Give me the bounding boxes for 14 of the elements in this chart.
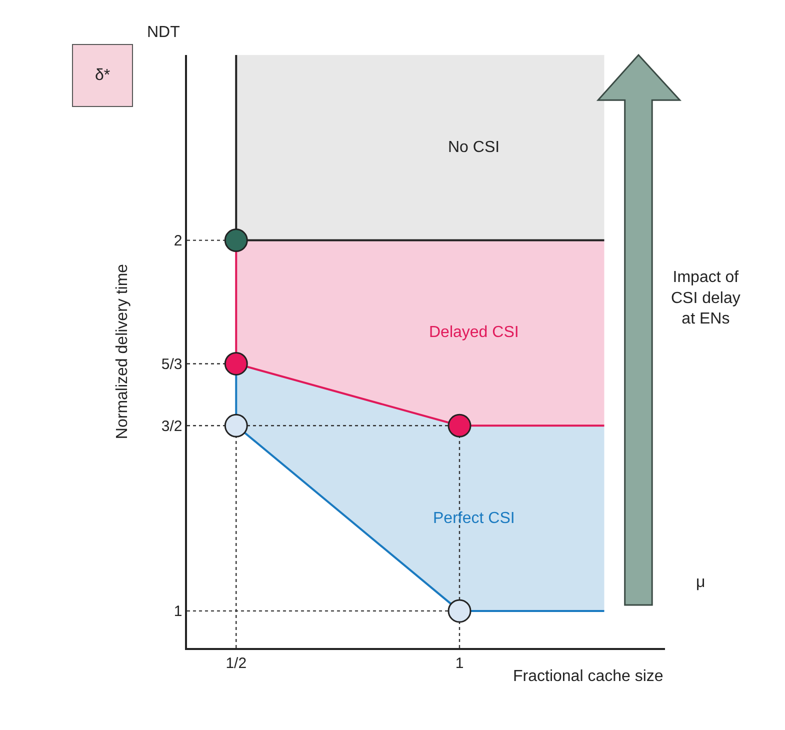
y-tick-label: 1 — [174, 603, 182, 620]
y-tick-label: 2 — [174, 232, 182, 250]
text: δ* — [95, 67, 110, 84]
y-tick-label: 3/2 — [161, 418, 182, 435]
x-axis-title: Fractional cache size — [513, 668, 664, 685]
text: No CSI — [448, 139, 500, 156]
text: Impact of CSI delay at ENs — [671, 269, 740, 328]
text: Perfect CSI — [433, 510, 515, 527]
y-axis-title: Normalized delivery time — [114, 264, 131, 440]
text: NDT — [147, 24, 180, 41]
text: μ — [696, 574, 706, 591]
text: Delayed CSI — [429, 324, 519, 341]
y-tick-label: 5/3 — [161, 356, 182, 373]
x-tick-label: 1/2 — [226, 654, 247, 672]
